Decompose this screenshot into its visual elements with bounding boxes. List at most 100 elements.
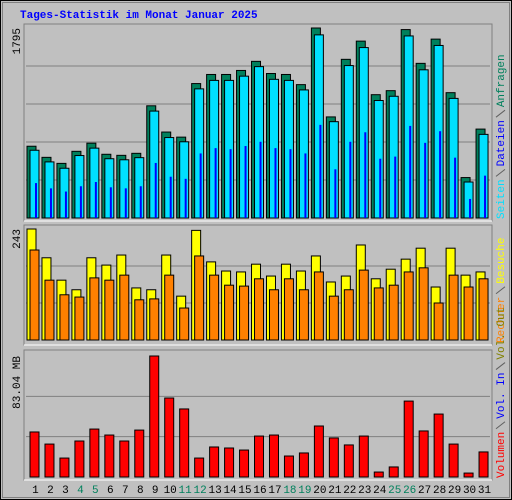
bar — [313, 271, 324, 341]
bar — [164, 137, 175, 219]
x-tick-label: 10 — [164, 485, 177, 497]
legend-separator — [495, 421, 506, 430]
x-tick-label: 3 — [62, 485, 69, 497]
bar — [179, 307, 190, 341]
bar — [373, 100, 384, 219]
bar — [184, 178, 187, 218]
bar — [179, 408, 190, 478]
bar — [364, 132, 367, 218]
bar — [164, 274, 175, 341]
bar — [74, 440, 85, 478]
bar — [134, 157, 145, 219]
bar — [283, 79, 294, 219]
bar — [433, 413, 444, 478]
bar — [328, 121, 339, 219]
x-tick-label: 2 — [47, 485, 54, 497]
bar — [29, 149, 40, 219]
bar — [373, 287, 384, 341]
bar — [104, 434, 115, 478]
bar — [469, 198, 472, 218]
legend-label: Seiten — [496, 179, 508, 219]
bar — [59, 167, 70, 219]
bar — [463, 181, 474, 219]
x-tick-label: 12 — [194, 485, 207, 497]
legend-label: Dateien — [496, 120, 508, 166]
bar — [259, 141, 262, 218]
bar — [79, 186, 82, 218]
bar — [194, 457, 205, 478]
bar — [388, 95, 399, 219]
legend-label: Vol. In — [496, 373, 508, 419]
bar — [319, 124, 322, 218]
x-tick-label: 24 — [373, 485, 387, 497]
bar — [298, 89, 309, 219]
bar — [89, 428, 100, 478]
y-tick-label: 243 — [12, 229, 24, 249]
bar — [59, 294, 70, 341]
bar — [94, 182, 97, 218]
bar — [74, 296, 85, 341]
bar — [169, 176, 172, 218]
bar — [478, 451, 489, 478]
bar — [89, 147, 100, 219]
bar — [134, 429, 145, 478]
x-tick-label: 20 — [313, 485, 326, 497]
bar — [49, 188, 52, 218]
bar — [388, 466, 399, 478]
bar — [179, 141, 190, 219]
bar — [289, 149, 292, 218]
bar — [29, 431, 40, 478]
legend-label: Rechner — [496, 297, 508, 343]
x-tick-label: 8 — [137, 485, 144, 497]
bar — [124, 188, 127, 218]
y-tick-label: 1795 — [12, 28, 24, 54]
bar — [418, 267, 429, 341]
bar — [424, 142, 427, 218]
x-tick-label: 5 — [92, 485, 99, 497]
bar — [463, 286, 474, 341]
x-tick-label: 17 — [268, 485, 281, 497]
bar — [194, 88, 205, 219]
bar — [298, 452, 309, 478]
bar — [463, 472, 474, 478]
bar — [418, 430, 429, 478]
bar — [209, 274, 220, 341]
x-tick-label: 31 — [478, 485, 492, 497]
bar — [343, 65, 354, 219]
bar — [478, 278, 489, 341]
bar — [454, 157, 457, 218]
x-tick-label: 21 — [328, 485, 342, 497]
bar — [224, 79, 235, 219]
x-tick-label: 16 — [253, 485, 266, 497]
legend-label: Volumen — [496, 432, 508, 478]
bar — [343, 444, 354, 478]
bar — [403, 271, 414, 341]
bar — [224, 284, 235, 341]
bar — [209, 446, 220, 478]
bar — [274, 148, 277, 218]
x-tick-label: 6 — [107, 485, 114, 497]
bar — [44, 279, 55, 341]
bar — [35, 183, 37, 218]
bar — [164, 397, 175, 478]
x-tick-label: 19 — [298, 485, 311, 497]
legend-label: Vol. Out — [496, 307, 508, 360]
bar — [29, 249, 40, 341]
bar — [283, 278, 294, 341]
bar — [328, 437, 339, 478]
bar — [119, 274, 130, 341]
chart-title: Tages-Statistik im Monat Januar 2025 — [20, 10, 258, 22]
bar — [64, 191, 67, 218]
legend-separator — [495, 109, 506, 118]
bar — [89, 277, 100, 341]
bar — [209, 79, 220, 219]
bar — [403, 400, 414, 478]
x-tick-label: 27 — [418, 485, 431, 497]
bar — [484, 175, 487, 218]
bar — [268, 289, 279, 341]
x-tick-label: 11 — [179, 485, 193, 497]
bar — [379, 158, 382, 218]
bar — [254, 278, 265, 341]
bar — [433, 302, 444, 341]
bar — [448, 274, 459, 341]
